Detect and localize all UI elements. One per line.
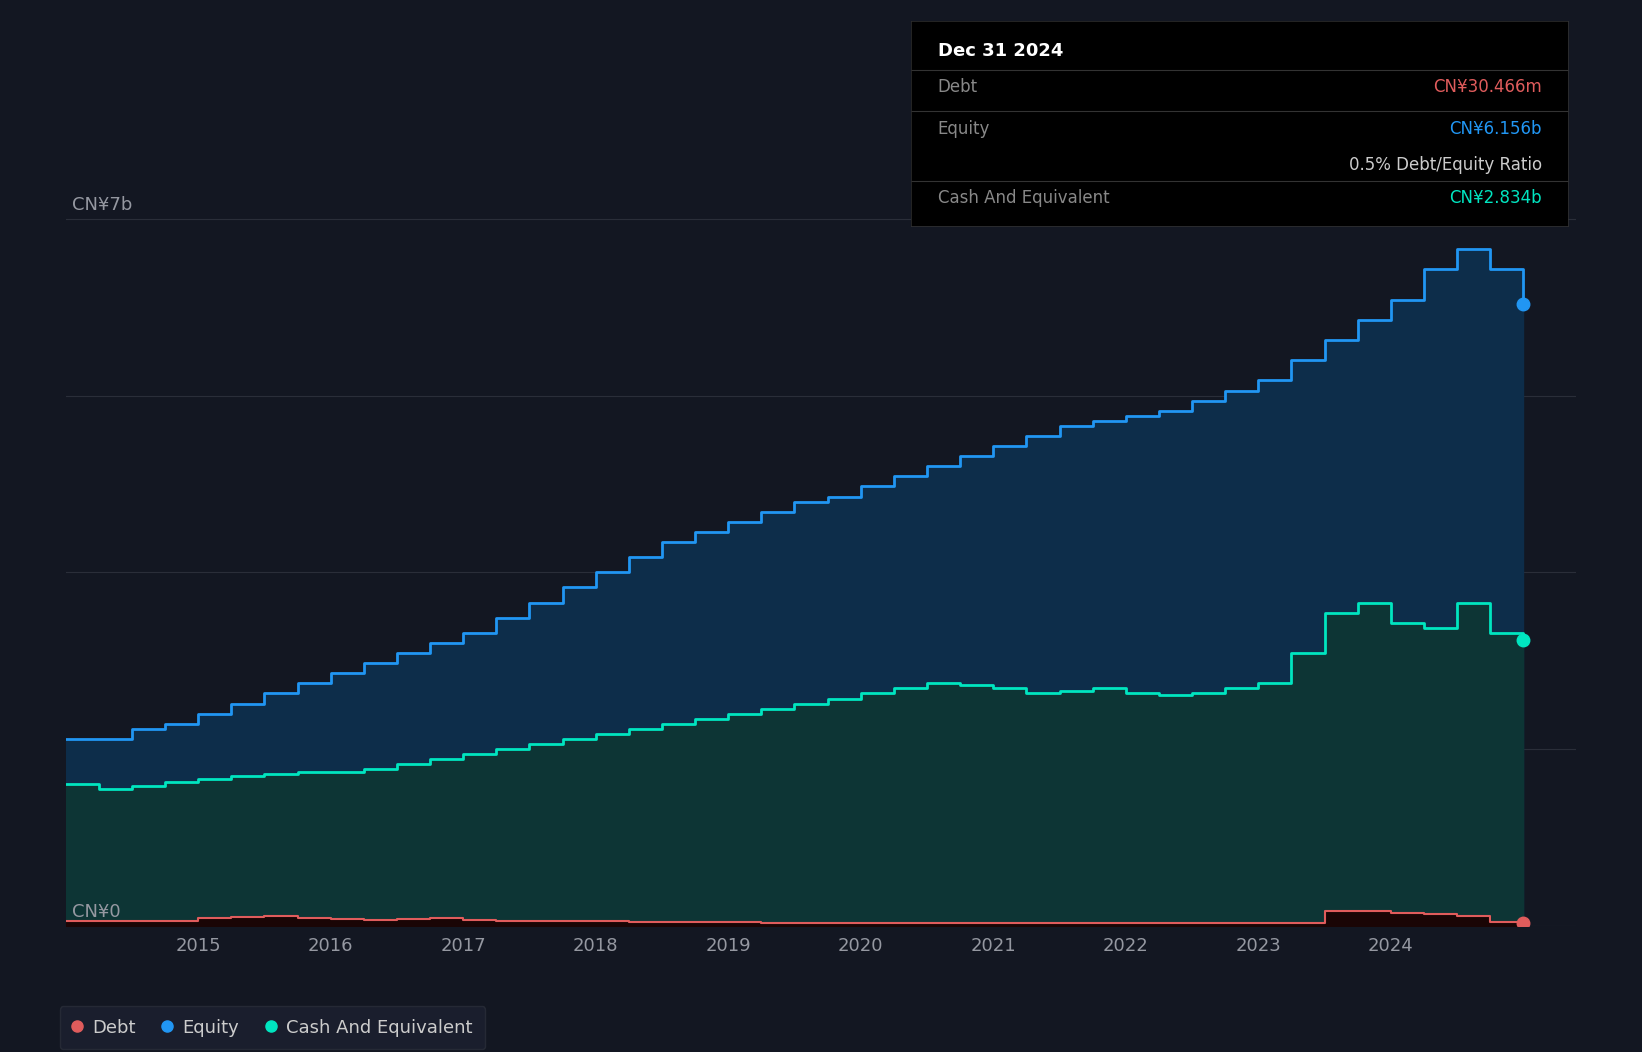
Text: CN¥2.834b: CN¥2.834b [1450,189,1542,207]
Text: CN¥7b: CN¥7b [72,196,133,214]
Text: Cash And Equivalent: Cash And Equivalent [938,189,1110,207]
Text: Debt: Debt [938,79,977,97]
Text: Equity: Equity [938,120,990,138]
Text: 0.5% Debt/Equity Ratio: 0.5% Debt/Equity Ratio [1348,157,1542,175]
Text: Dec 31 2024: Dec 31 2024 [938,41,1062,60]
Text: CN¥30.466m: CN¥30.466m [1433,79,1542,97]
Text: CN¥0: CN¥0 [72,903,122,920]
Legend: Debt, Equity, Cash And Equivalent: Debt, Equity, Cash And Equivalent [59,1006,486,1049]
Text: CN¥6.156b: CN¥6.156b [1450,120,1542,138]
